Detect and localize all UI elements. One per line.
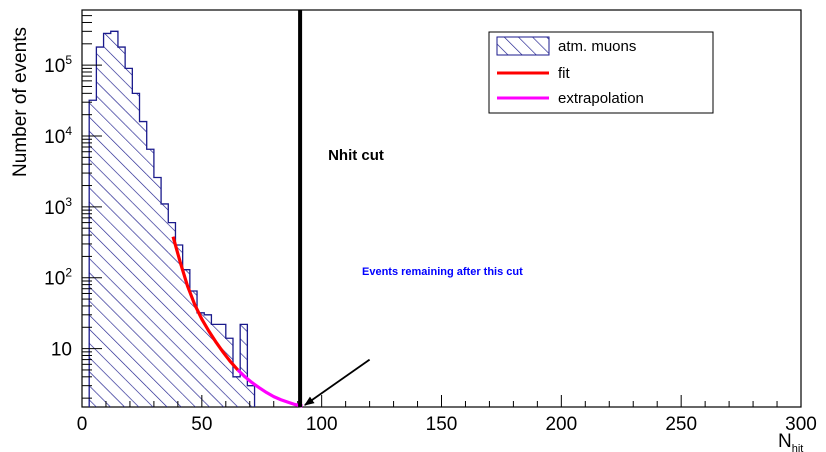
histogram-bar — [139, 121, 147, 407]
x-axis-title-main: N — [778, 431, 792, 452]
x-tick-label: 50 — [191, 414, 212, 435]
x-axis-title: Nhit — [778, 431, 803, 452]
y-tick-label: 104 — [44, 124, 72, 148]
histogram-bar — [189, 291, 198, 407]
legend: atm. muons fit extrapolation — [488, 31, 714, 114]
y-tick-label: 10 — [51, 340, 72, 361]
y-tick-label: 105 — [44, 53, 72, 77]
y-tick-label: 102 — [44, 266, 72, 290]
histogram-bar — [175, 244, 183, 407]
axis-ticks — [81, 9, 802, 407]
legend-swatch-atm-muons — [496, 36, 550, 56]
histogram-bar — [161, 203, 169, 407]
x-tick-label: 250 — [665, 414, 697, 435]
fit-curve — [171, 236, 239, 372]
nhit-cut-label: Nhit cut — [328, 147, 384, 164]
legend-label-extrapolation: extrapolation — [558, 90, 644, 107]
annotation-arrow — [304, 358, 371, 406]
y-tick-labels: 10 102 103 104 105 — [44, 53, 72, 360]
histogram-bar — [232, 376, 241, 407]
histogram-bar — [110, 31, 118, 407]
histogram-bar — [240, 324, 248, 407]
curves — [171, 236, 303, 408]
x-tick-label: 0 — [77, 414, 88, 435]
histogram-bar — [225, 338, 233, 407]
histogram-outline — [88, 30, 256, 407]
histogram-bar — [125, 68, 133, 408]
y-axis-title: Number of events — [10, 27, 31, 177]
histogram — [88, 30, 256, 408]
histogram-bar — [132, 93, 140, 407]
x-tick-label: 150 — [426, 414, 458, 435]
extrapolation-curve — [236, 368, 303, 408]
legend-label-fit: fit — [558, 65, 571, 82]
histogram-bar — [197, 312, 205, 407]
annotation-text: Events remaining after this cut — [362, 266, 523, 278]
x-tick-label: 200 — [545, 414, 577, 435]
histogram-bar — [218, 324, 226, 407]
histogram-bar — [204, 314, 212, 407]
y-tick-label: 103 — [44, 195, 72, 219]
histogram-bar — [89, 100, 97, 408]
histogram-bar — [182, 269, 190, 407]
histogram-bar — [96, 47, 104, 407]
x-tick-labels: 0 50 100 150 200 250 300 — [77, 414, 817, 435]
histogram-bar — [146, 149, 154, 408]
histogram-bar — [103, 33, 111, 408]
histogram-bar — [168, 222, 176, 407]
x-tick-label: 100 — [306, 414, 338, 435]
histogram-bar — [211, 324, 219, 407]
histogram-bar — [153, 177, 162, 407]
legend-label-atm-muons: atm. muons — [558, 38, 636, 55]
histogram-bar — [117, 47, 126, 407]
histogram-bar — [247, 385, 255, 407]
x-axis-title-sub: hit — [792, 443, 804, 452]
x-tick-label: 300 — [785, 414, 817, 435]
